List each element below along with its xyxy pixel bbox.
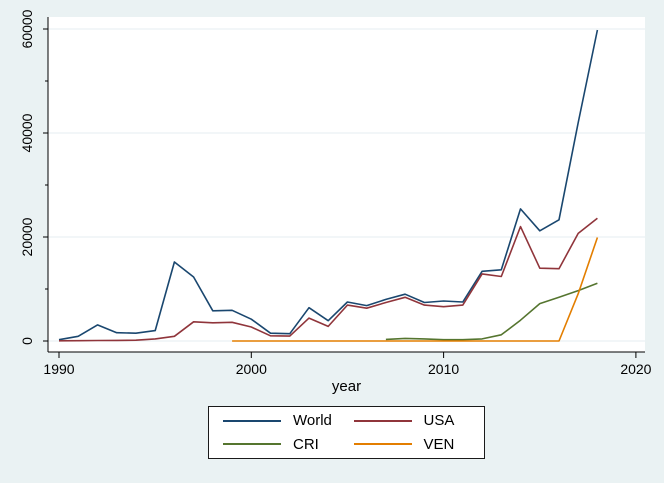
y-tick-label: 40000: [19, 113, 35, 152]
legend-swatch-ven: [353, 443, 412, 446]
legend-item-usa: USA: [353, 412, 485, 430]
legend-item-ven: VEN: [353, 435, 485, 453]
x-axis-ticks: 1990 2000 2010 2020: [43, 352, 652, 377]
legend-item-world: World: [223, 412, 354, 429]
legend-item-cri: CRI: [223, 436, 354, 453]
legend-label: World: [293, 412, 332, 430]
series-line-ven: [232, 237, 599, 342]
legend-swatch-cri: [223, 443, 281, 446]
y-tick-label: 60000: [19, 9, 35, 48]
legend-label: CRI: [293, 435, 319, 453]
plot-area: [48, 17, 645, 352]
y-tick-label: 20000: [19, 217, 35, 256]
legend-swatch-world: [223, 419, 281, 422]
x-axis-title: year: [331, 378, 362, 395]
legend-swatch-usa: [353, 419, 412, 422]
y-axis-ticks: 0 20000 40000 60000: [19, 9, 48, 345]
legend-label: VEN: [423, 435, 455, 453]
y-tick-label: 0: [19, 337, 35, 345]
series-line-cri: [385, 282, 598, 341]
series-line-usa: [58, 217, 598, 342]
x-tick-label: 2000: [236, 361, 267, 377]
legend: World USA CRI VEN: [208, 406, 485, 459]
legend-label: USA: [423, 412, 455, 430]
series-line-world: [58, 29, 599, 341]
x-tick-label: 2020: [620, 361, 651, 377]
x-tick-label: 2010: [428, 361, 459, 377]
x-tick-label: 1990: [43, 361, 74, 377]
